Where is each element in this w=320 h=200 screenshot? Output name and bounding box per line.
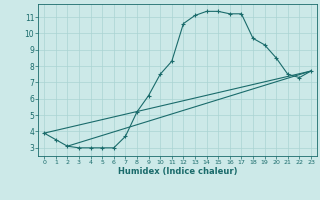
X-axis label: Humidex (Indice chaleur): Humidex (Indice chaleur) bbox=[118, 167, 237, 176]
